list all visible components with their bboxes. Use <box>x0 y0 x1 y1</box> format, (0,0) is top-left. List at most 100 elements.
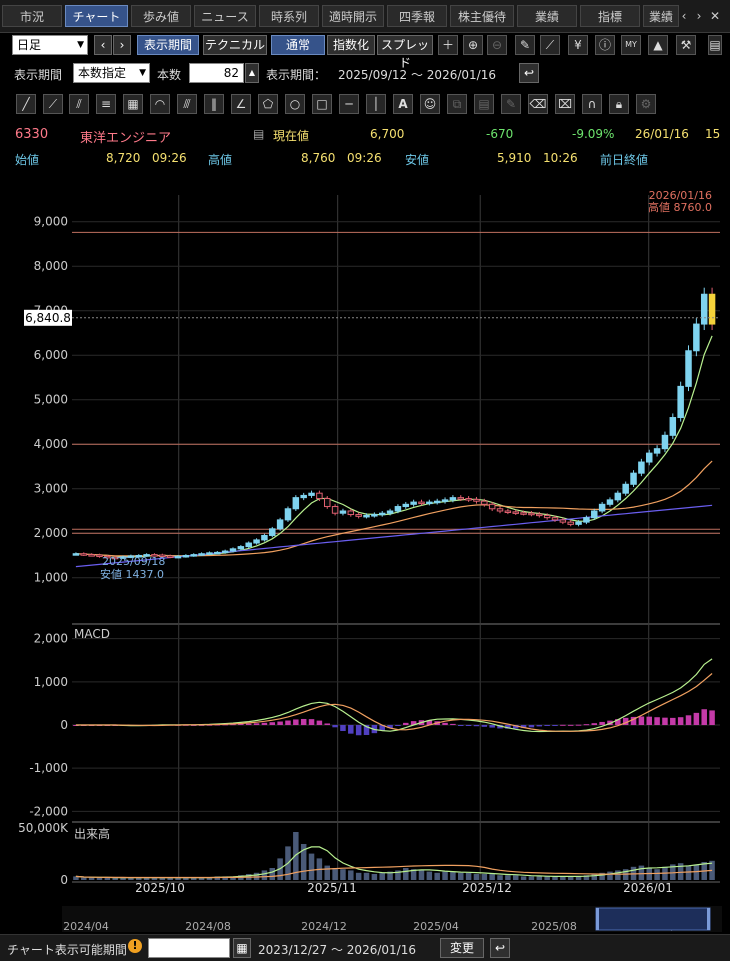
cursor-price-box <box>24 309 72 326</box>
tab-chart[interactable]: チャート <box>65 5 128 27</box>
trendline-tool-icon[interactable]: ╱ <box>16 94 36 114</box>
stamp-tool-icon[interactable]: ☺ <box>420 94 440 114</box>
prev-button[interactable]: ‹ <box>94 35 112 55</box>
price-tick-label: 6,000 <box>34 348 68 362</box>
calendar-icon[interactable]: ▦ <box>233 938 251 958</box>
return-icon[interactable]: ↩ <box>519 63 539 83</box>
pen-icon[interactable]: ✎ <box>515 35 535 55</box>
period-navigator[interactable]: 2024/042024/082024/122025/042025/082025/… <box>62 906 722 933</box>
macd-histogram-bar <box>403 722 409 725</box>
candle <box>465 498 472 501</box>
next-button[interactable]: › <box>113 35 131 55</box>
tab-news[interactable]: ニュース <box>194 5 256 27</box>
info-icon[interactable]: ⓘ <box>595 35 615 55</box>
angle-tool-icon[interactable]: ∠ <box>231 94 251 114</box>
tab-earnings[interactable]: 業績 <box>517 5 577 27</box>
volume-bar <box>418 870 425 880</box>
hline-tool-icon[interactable]: ─ <box>339 94 359 114</box>
count-stepper-icon[interactable]: ▲ <box>245 63 259 83</box>
crosshair-icon[interactable]: ＋ <box>438 35 458 55</box>
start-date-input[interactable] <box>148 938 230 958</box>
candle-period-value: 日足 <box>17 38 42 52</box>
period-mode-select[interactable]: 本数指定 ▼ <box>73 63 150 83</box>
document-icon: ▤ <box>253 127 265 141</box>
navigator-handle-right <box>707 908 710 930</box>
volume-bar <box>677 863 684 880</box>
tab-shikiho[interactable]: 四季報 <box>387 5 447 27</box>
tab-timeseries[interactable]: 時系列 <box>259 5 319 27</box>
copy-tool-icon[interactable]: ⧉ <box>447 94 467 114</box>
area-chart-icon[interactable]: ▲ <box>648 35 668 55</box>
macd-histogram-bar <box>560 724 566 726</box>
volume-bar <box>293 832 299 880</box>
lock-tool-icon[interactable]: 🔒︎ <box>609 94 629 114</box>
erase-all-tool-icon[interactable]: ⌧ <box>555 94 575 114</box>
text-tool-icon[interactable]: A <box>393 94 413 114</box>
print-icon[interactable]: ▤ <box>708 35 722 55</box>
macd-histogram-bar <box>387 725 393 729</box>
pentagon-tool-icon[interactable]: ⬠ <box>258 94 278 114</box>
candle <box>457 497 465 500</box>
spread-mode-button[interactable]: スプレッド <box>377 35 433 70</box>
candlestick-chart[interactable]: 2025/102025/112025/122026/019,0008,0007,… <box>0 180 730 900</box>
count-input[interactable]: 82 <box>189 63 244 83</box>
volume-bar <box>332 868 338 880</box>
tab-disclosure[interactable]: 適時開示 <box>322 5 384 27</box>
volume-bar <box>567 876 574 880</box>
wrench-icon[interactable]: ⚒ <box>676 35 696 55</box>
candle <box>528 512 535 516</box>
tab-indicators[interactable]: 指標 <box>580 5 640 27</box>
chart-area[interactable]: 2025/102025/112025/122026/019,0008,0007,… <box>0 180 730 900</box>
navigator-svg[interactable]: 2024/042024/082024/122025/042025/082025/… <box>62 906 722 933</box>
zoom-in-icon[interactable]: ⊕ <box>463 35 483 55</box>
tab-scroll-left-icon[interactable]: ‹ <box>681 9 687 23</box>
volume-bar <box>560 876 566 880</box>
vlines-tool-icon[interactable]: ‖ <box>204 94 224 114</box>
close-icon[interactable]: ✕ <box>709 9 721 23</box>
volume-bar <box>324 865 330 880</box>
fan-tool-icon[interactable]: ⫻ <box>177 94 197 114</box>
macd-histogram-bar <box>450 723 456 725</box>
warning-icon: ! <box>128 939 142 953</box>
my-chart-icon[interactable]: MY <box>621 35 641 55</box>
candle-period-select[interactable]: 日足 ▼ <box>12 35 88 55</box>
macd-histogram-bar <box>426 720 433 725</box>
tab-market[interactable]: 市況 <box>2 5 62 27</box>
zoom-out-icon[interactable]: ⊖ <box>487 35 507 55</box>
index-mode-button[interactable]: 指数化 <box>327 35 375 55</box>
note-tool-icon[interactable]: ▤ <box>474 94 494 114</box>
arc-tool-icon[interactable]: ◠ <box>150 94 170 114</box>
period-label: 表示期間 <box>14 68 63 82</box>
low-time: 10:26 <box>543 151 578 165</box>
macd-tick-label: 1,000 <box>34 675 68 689</box>
tab-ticks[interactable]: 歩み値 <box>131 5 191 27</box>
display-period-button[interactable]: 表示期間 <box>137 35 199 55</box>
macd-histogram-bar <box>238 723 244 725</box>
circle-tool-icon[interactable]: ○ <box>285 94 305 114</box>
line-chart-icon[interactable]: ⟋ <box>540 35 560 55</box>
technical-button[interactable]: テクニカル <box>203 35 267 55</box>
rect-tool-icon[interactable]: □ <box>312 94 332 114</box>
parallel-tool-icon[interactable]: ⫽ <box>69 94 89 114</box>
magnet-tool-icon[interactable]: ∩ <box>582 94 602 114</box>
tab-earnings-2[interactable]: 業績 <box>643 5 679 27</box>
grid-tool-icon[interactable]: ▦ <box>123 94 143 114</box>
tab-benefits[interactable]: 株主優待 <box>450 5 514 27</box>
macd-histogram-bar <box>567 724 574 726</box>
candle <box>151 554 158 557</box>
normal-mode-button[interactable]: 通常 <box>271 35 325 55</box>
count-label: 本数 <box>157 68 182 82</box>
edit-tool-icon[interactable]: ✎ <box>501 94 521 114</box>
reset-icon[interactable]: ↩ <box>490 938 510 958</box>
change-button[interactable]: 変更 <box>440 938 484 958</box>
macd-histogram-bar <box>269 722 276 725</box>
yen-icon[interactable]: ¥ <box>568 35 588 55</box>
period-bar: 表示期間 本数指定 ▼ 本数 82 ▲ 表示期間： 2025/09/12 ～ 20… <box>0 63 730 85</box>
tab-scroll-right-icon[interactable]: › <box>696 9 702 23</box>
ruler-tool-icon[interactable]: ⟋ <box>43 94 63 114</box>
hlines-tool-icon[interactable]: ≡ <box>96 94 116 114</box>
eraser-tool-icon[interactable]: ⌫ <box>528 94 548 114</box>
vline-tool-icon[interactable]: │ <box>366 94 386 114</box>
candle <box>488 503 496 510</box>
settings-tool-icon[interactable]: ⚙ <box>636 94 656 114</box>
